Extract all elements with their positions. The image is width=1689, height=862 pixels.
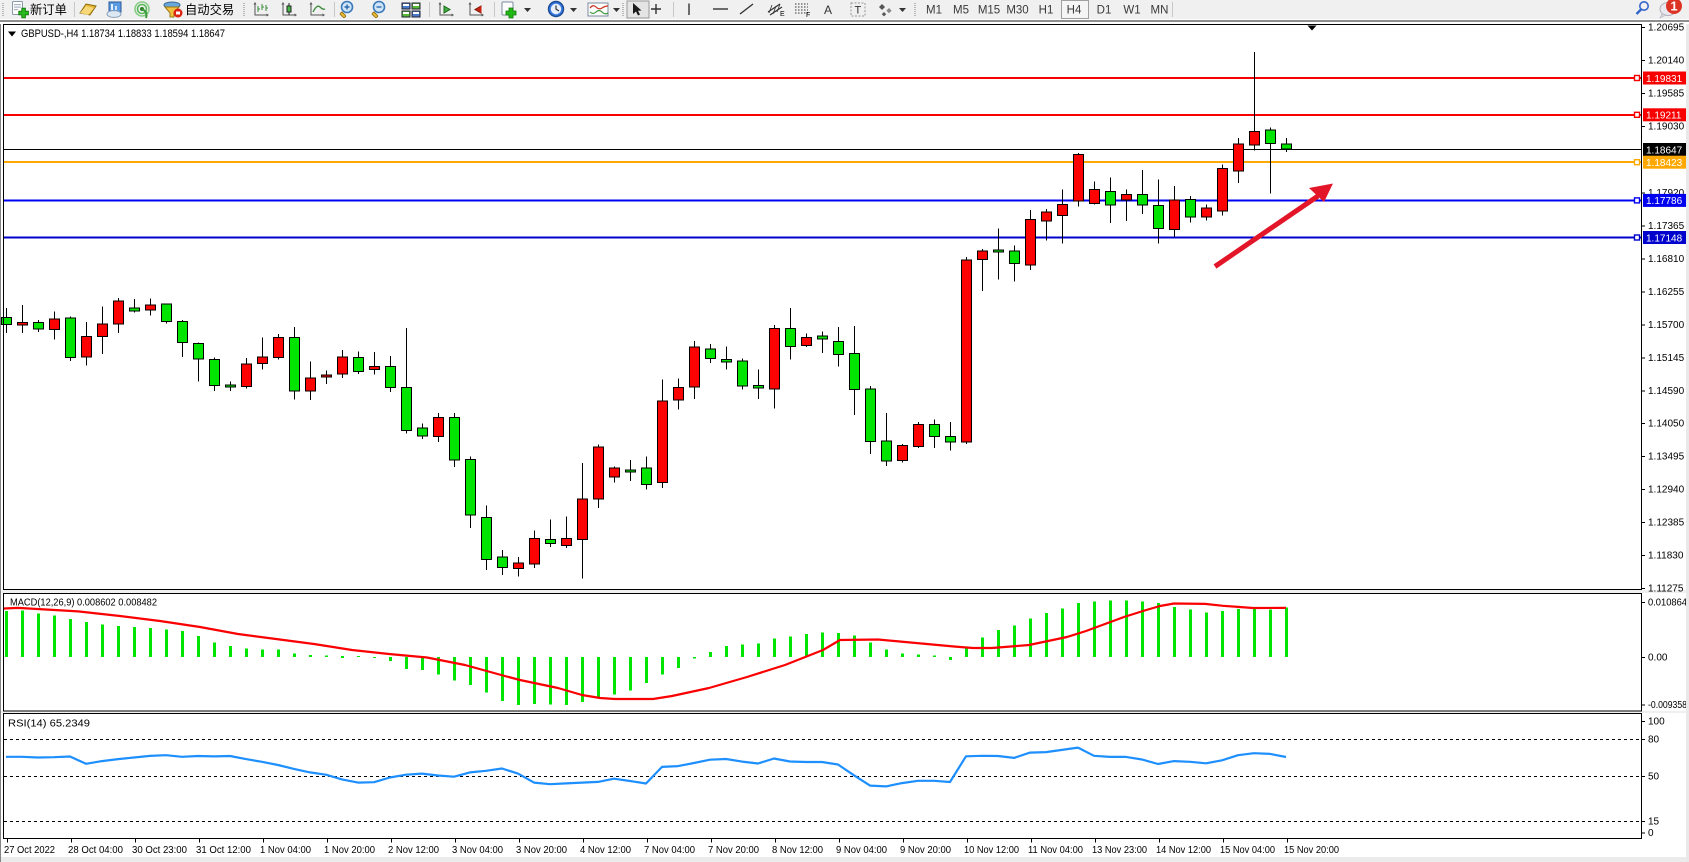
svg-text:-0.009358: -0.009358 [1648, 700, 1687, 711]
svg-text:80: 80 [1648, 735, 1660, 746]
svg-text:7 Nov 20:00: 7 Nov 20:00 [708, 845, 759, 856]
svg-text:1.11830: 1.11830 [1648, 551, 1684, 562]
svg-text:1.20695: 1.20695 [1648, 23, 1685, 34]
svg-text:4 Nov 12:00: 4 Nov 12:00 [580, 845, 631, 856]
svg-text:1.18423: 1.18423 [1646, 158, 1683, 169]
svg-text:1: 1 [1670, 0, 1677, 14]
svg-text:1.12385: 1.12385 [1648, 517, 1685, 528]
svg-text:M5: M5 [953, 5, 969, 17]
svg-text:9 Nov 20:00: 9 Nov 20:00 [900, 845, 951, 856]
svg-text:W1: W1 [1123, 5, 1140, 17]
svg-text:15 Nov 20:00: 15 Nov 20:00 [1284, 845, 1339, 856]
svg-text:新订单: 新订单 [30, 2, 67, 17]
svg-text:28 Oct 04:00: 28 Oct 04:00 [68, 845, 123, 856]
svg-text:M1: M1 [926, 5, 942, 17]
svg-text:0: 0 [1648, 828, 1654, 839]
svg-text:27 Oct 2022: 27 Oct 2022 [4, 845, 55, 856]
svg-text:T: T [855, 5, 862, 17]
svg-text:GBPUSD-,H4 1.18734 1.18833 1.: GBPUSD-,H4 1.18734 1.18833 1.18594 1.186… [21, 28, 225, 40]
svg-text:1.13495: 1.13495 [1648, 451, 1685, 462]
svg-text:1.19211: 1.19211 [1646, 111, 1682, 122]
svg-text:13 Nov 23:00: 13 Nov 23:00 [1092, 845, 1147, 856]
svg-text:2 Nov 12:00: 2 Nov 12:00 [388, 845, 439, 856]
svg-text:1.14050: 1.14050 [1648, 418, 1685, 429]
svg-text:1.16810: 1.16810 [1648, 254, 1685, 265]
svg-text:7 Nov 04:00: 7 Nov 04:00 [644, 845, 695, 856]
svg-text:0.010864: 0.010864 [1648, 598, 1687, 609]
svg-text:10 Nov 12:00: 10 Nov 12:00 [964, 845, 1019, 856]
svg-text:1.14590: 1.14590 [1648, 386, 1685, 397]
svg-text:15: 15 [1648, 817, 1660, 828]
svg-text:31 Oct 12:00: 31 Oct 12:00 [196, 845, 251, 856]
svg-text:100: 100 [1648, 717, 1665, 728]
svg-text:15 Nov 04:00: 15 Nov 04:00 [1220, 845, 1275, 856]
svg-text:1.17920: 1.17920 [1648, 188, 1685, 199]
svg-text:1.15700: 1.15700 [1648, 320, 1685, 331]
svg-text:1.12940: 1.12940 [1648, 484, 1685, 495]
svg-text:50: 50 [1648, 772, 1660, 783]
svg-text:自动交易: 自动交易 [185, 2, 234, 17]
svg-text:9 Nov 04:00: 9 Nov 04:00 [836, 845, 887, 856]
svg-text:14 Nov 12:00: 14 Nov 12:00 [1156, 845, 1211, 856]
svg-text:3 Nov 04:00: 3 Nov 04:00 [452, 845, 503, 856]
svg-text:M15: M15 [978, 5, 1000, 17]
svg-text:8 Nov 12:00: 8 Nov 12:00 [772, 845, 823, 856]
svg-text:1.17365: 1.17365 [1648, 221, 1685, 232]
svg-text:11 Nov 04:00: 11 Nov 04:00 [1028, 845, 1083, 856]
svg-text:1 Nov 20:00: 1 Nov 20:00 [324, 845, 375, 856]
svg-text:1.20140: 1.20140 [1648, 56, 1685, 67]
svg-text:H4: H4 [1067, 5, 1082, 17]
svg-text:D1: D1 [1097, 5, 1112, 17]
svg-text:A: A [824, 3, 832, 17]
svg-text:RSI(14) 65.2349: RSI(14) 65.2349 [8, 719, 90, 730]
svg-text:MN: MN [1151, 5, 1169, 17]
svg-text:M30: M30 [1006, 5, 1028, 17]
svg-text:1.18647: 1.18647 [1646, 145, 1683, 156]
svg-text:H1: H1 [1039, 5, 1054, 17]
svg-text:F: F [806, 12, 810, 19]
svg-text:1 Nov 04:00: 1 Nov 04:00 [260, 845, 311, 856]
svg-text:1.11275: 1.11275 [1648, 584, 1684, 595]
svg-text:1.19030: 1.19030 [1648, 122, 1685, 133]
svg-text:1.15145: 1.15145 [1648, 353, 1685, 364]
svg-text:1.19831: 1.19831 [1646, 74, 1683, 85]
svg-text:MACD(12,26,9) 0.008602 0.00848: MACD(12,26,9) 0.008602 0.008482 [10, 598, 157, 609]
svg-text:E: E [780, 11, 785, 18]
svg-text:1.19585: 1.19585 [1648, 89, 1685, 100]
svg-text:30 Oct 23:00: 30 Oct 23:00 [132, 845, 187, 856]
svg-text:1.17786: 1.17786 [1646, 196, 1683, 207]
svg-text:1.16255: 1.16255 [1648, 287, 1685, 298]
svg-text:3 Nov 20:00: 3 Nov 20:00 [516, 845, 567, 856]
svg-text:1.17148: 1.17148 [1646, 233, 1683, 244]
svg-text:0.00: 0.00 [1648, 653, 1668, 664]
